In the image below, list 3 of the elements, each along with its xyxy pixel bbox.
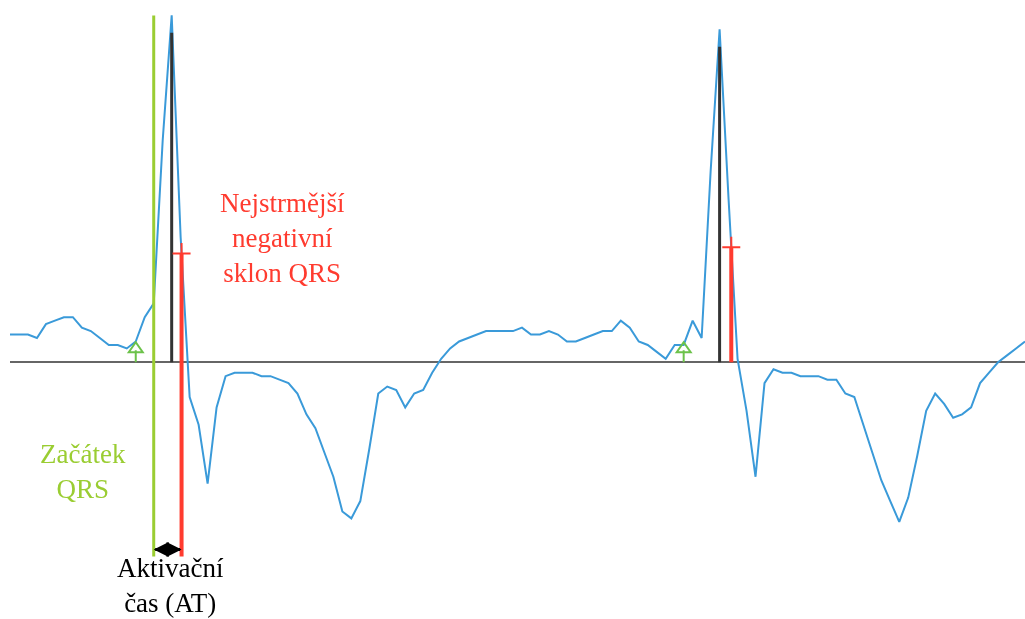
text: Aktivační čas (AT) — [117, 553, 224, 619]
annotation: Začátek QRS — [40, 439, 126, 505]
annotation: Nejstrmější negativní sklon QRS — [220, 188, 345, 289]
